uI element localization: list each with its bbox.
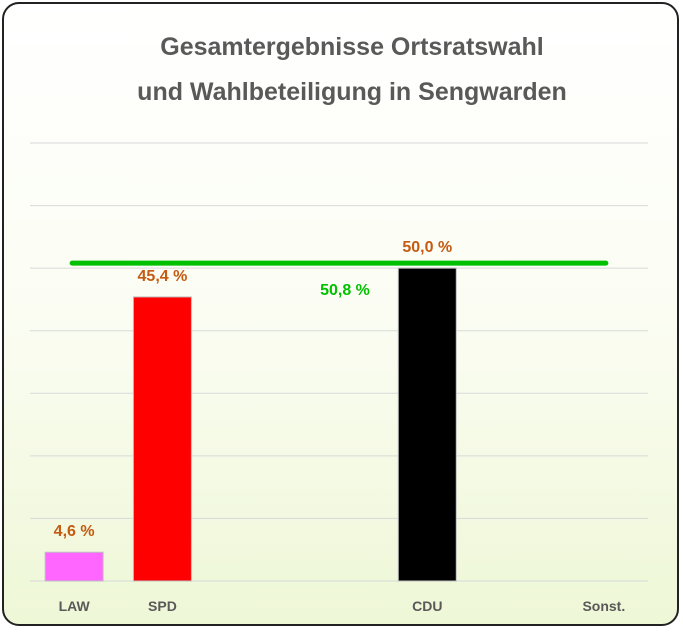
x-tick-label: LAW xyxy=(59,598,91,614)
x-tick-label: Sonst. xyxy=(582,598,625,614)
bar xyxy=(44,551,104,582)
reference-label: 50,8 % xyxy=(320,282,370,299)
chart-title: Gesamtergebnisse Ortsratswahl xyxy=(160,33,544,61)
data-label: 4,6 % xyxy=(54,523,95,540)
data-label: 50,0 % xyxy=(402,239,452,256)
x-tick-label: SPD xyxy=(148,598,177,614)
x-tick-label: CDU xyxy=(412,598,442,614)
bar xyxy=(397,267,457,582)
chart-title: und Wahlbeteiligung in Sengwarden xyxy=(137,78,567,106)
data-label: 45,4 % xyxy=(138,268,188,285)
bar xyxy=(132,296,192,582)
